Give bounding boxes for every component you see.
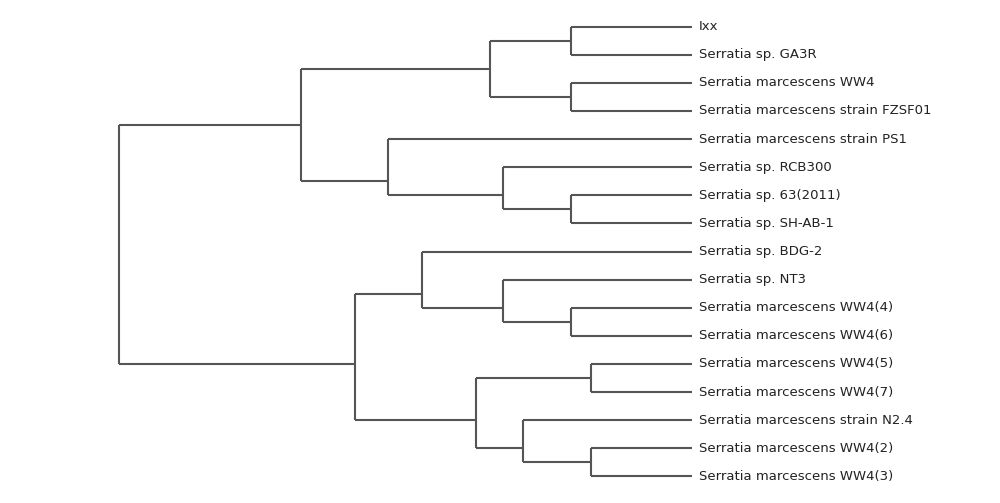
- Text: Serratia marcescens WW4(7): Serratia marcescens WW4(7): [699, 385, 893, 398]
- Text: Serratia marcescens WW4(4): Serratia marcescens WW4(4): [699, 301, 893, 314]
- Text: Serratia sp. 63(2011): Serratia sp. 63(2011): [699, 189, 840, 202]
- Text: Serratia marcescens WW4(5): Serratia marcescens WW4(5): [699, 358, 893, 370]
- Text: Serratia sp. NT3: Serratia sp. NT3: [699, 273, 806, 286]
- Text: Serratia sp. RCB300: Serratia sp. RCB300: [699, 160, 831, 174]
- Text: Serratia marcescens strain PS1: Serratia marcescens strain PS1: [699, 133, 907, 145]
- Text: Serratia marcescens WW4(2): Serratia marcescens WW4(2): [699, 442, 893, 455]
- Text: Serratia marcescens WW4(6): Serratia marcescens WW4(6): [699, 329, 893, 343]
- Text: Serratia marcescens strain FZSF01: Serratia marcescens strain FZSF01: [699, 105, 931, 118]
- Text: Serratia marcescens WW4: Serratia marcescens WW4: [699, 76, 874, 90]
- Text: Serratia sp. GA3R: Serratia sp. GA3R: [699, 48, 816, 61]
- Text: Serratia marcescens WW4(3): Serratia marcescens WW4(3): [699, 470, 893, 483]
- Text: Serratia marcescens strain N2.4: Serratia marcescens strain N2.4: [699, 413, 913, 427]
- Text: Serratia sp. SH-AB-1: Serratia sp. SH-AB-1: [699, 217, 834, 230]
- Text: Ixx: Ixx: [699, 20, 718, 33]
- Text: Serratia sp. BDG-2: Serratia sp. BDG-2: [699, 245, 822, 258]
